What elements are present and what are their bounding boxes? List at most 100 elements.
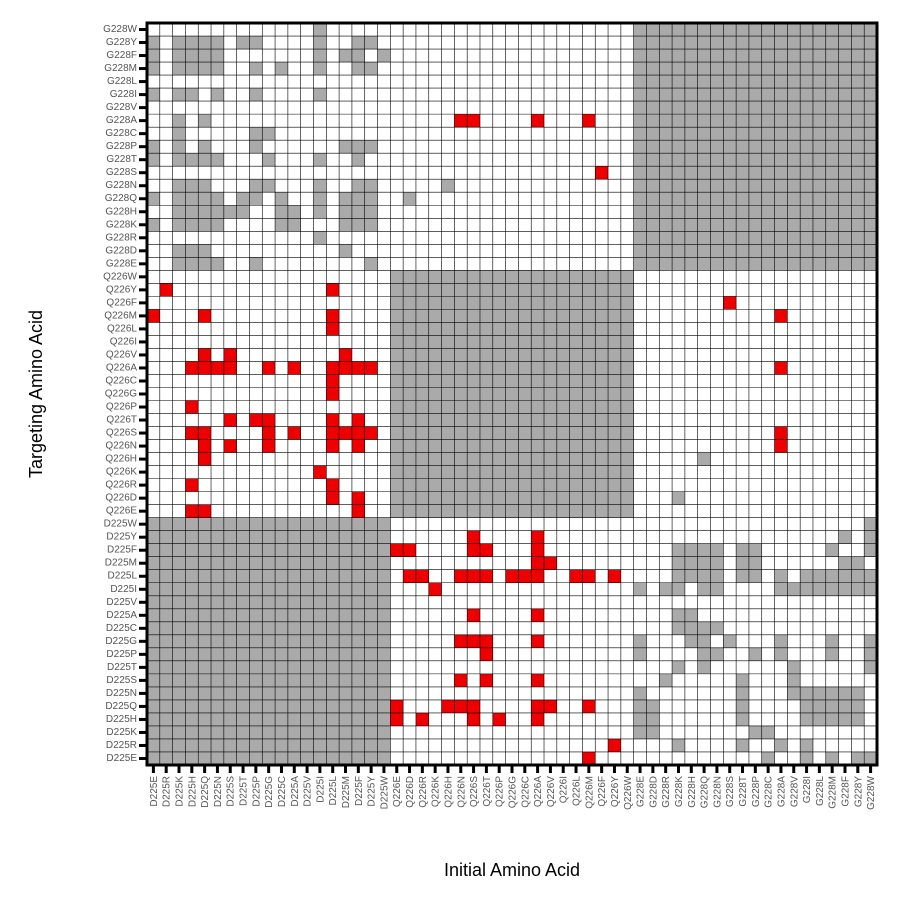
heatmap-cell-na xyxy=(364,140,378,154)
heatmap-cell-na xyxy=(287,543,301,557)
heatmap-cell-na xyxy=(748,647,762,661)
heatmap-cell-empty xyxy=(275,374,288,388)
heatmap-cell-empty xyxy=(428,101,442,115)
heatmap-cell-empty xyxy=(479,530,493,544)
heatmap-cell-empty xyxy=(620,738,634,753)
heatmap-cell-empty xyxy=(147,426,160,440)
heatmap-cell-empty xyxy=(428,647,442,661)
heatmap-cell-na xyxy=(787,140,801,154)
heatmap-cell-empty xyxy=(505,218,519,232)
heatmap-cell-empty xyxy=(492,218,506,232)
heatmap-cell-na xyxy=(864,205,878,219)
heatmap-cell-na xyxy=(467,478,481,492)
heatmap-cell-empty xyxy=(147,179,160,193)
heatmap-cell-na xyxy=(441,374,455,388)
heatmap-cell-empty xyxy=(454,23,468,37)
heatmap-cell-na xyxy=(608,270,621,284)
heatmap-cell-na xyxy=(812,153,826,167)
heatmap-cell-empty xyxy=(544,23,557,37)
heatmap-cell-na xyxy=(723,192,737,206)
heatmap-cell-empty xyxy=(479,621,493,635)
heatmap-cell-na xyxy=(608,504,621,518)
heatmap-cell-empty xyxy=(556,153,570,167)
heatmap-cell-empty xyxy=(147,439,160,453)
heatmap-cell-empty xyxy=(441,244,455,258)
heatmap-cell-empty xyxy=(723,543,737,557)
heatmap-cell-empty xyxy=(659,465,673,479)
heatmap-cell-empty xyxy=(172,101,186,115)
heatmap-cell-empty xyxy=(364,335,378,349)
heatmap-cell-empty xyxy=(415,205,429,219)
heatmap-cell-empty xyxy=(582,153,596,167)
heatmap-cell-empty xyxy=(223,309,237,323)
y-tick-label: Q226F xyxy=(106,297,137,308)
heatmap-cell-empty xyxy=(390,101,404,115)
heatmap-cell-na xyxy=(697,452,711,466)
heatmap-cell-empty xyxy=(736,439,749,453)
heatmap-cell-empty xyxy=(531,244,545,258)
heatmap-cell-na xyxy=(544,374,557,388)
heatmap-cell-empty xyxy=(351,335,365,349)
heatmap-cell-empty xyxy=(147,127,160,141)
heatmap-cell-empty xyxy=(787,387,801,401)
heatmap-cell-empty xyxy=(723,322,737,336)
heatmap-cell-empty xyxy=(428,634,442,648)
heatmap-cell-na xyxy=(441,348,455,362)
heatmap-cell-empty xyxy=(595,543,609,557)
heatmap-cell-na xyxy=(518,426,532,440)
heatmap-cell-na xyxy=(748,114,762,128)
heatmap-cell-empty xyxy=(812,543,826,557)
heatmap-cell-na xyxy=(864,660,878,674)
heatmap-cell-empty xyxy=(518,114,532,128)
heatmap-cell-empty xyxy=(697,296,711,310)
heatmap-cell-empty xyxy=(159,75,173,89)
heatmap-cell-na xyxy=(313,699,327,713)
heatmap-cell-empty xyxy=(825,491,839,505)
heatmap-cell-empty xyxy=(864,322,878,336)
heatmap-cell-empty xyxy=(556,62,570,76)
heatmap-cell-na xyxy=(646,140,660,154)
heatmap-cell-empty xyxy=(608,543,621,557)
heatmap-cell-empty xyxy=(544,257,557,271)
heatmap-cell-empty xyxy=(736,530,749,544)
heatmap-cell-empty xyxy=(710,673,724,687)
heatmap-cell-empty xyxy=(595,686,609,700)
heatmap-cell-empty xyxy=(761,348,775,362)
heatmap-cell-na xyxy=(851,192,865,206)
heatmap-cell-empty xyxy=(249,244,263,258)
heatmap-cell-na xyxy=(339,530,352,544)
heatmap-cell-na xyxy=(672,166,685,180)
y-tick-label: Q226W xyxy=(103,271,137,282)
heatmap-cell-na xyxy=(633,88,647,102)
heatmap-cell-na xyxy=(185,582,199,596)
heatmap-cell-empty xyxy=(147,23,160,37)
heatmap-cell-na xyxy=(736,75,749,89)
heatmap-cell-na xyxy=(185,543,199,557)
heatmap-cell-empty xyxy=(556,595,570,609)
heatmap-cell-na xyxy=(454,322,468,336)
heatmap-cell-empty xyxy=(505,205,519,219)
heatmap-cell-empty xyxy=(723,686,737,700)
heatmap-cell-na xyxy=(364,36,378,50)
heatmap-cell-empty xyxy=(198,127,212,141)
heatmap-cell-empty xyxy=(812,725,826,740)
heatmap-cell-na xyxy=(761,23,775,37)
heatmap-cell-empty xyxy=(774,387,788,401)
heatmap-cell-na xyxy=(198,530,212,544)
heatmap-cell-na xyxy=(185,192,199,206)
heatmap-cell-na xyxy=(185,569,199,583)
heatmap-cell-empty xyxy=(851,478,865,492)
heatmap-cell-na xyxy=(262,608,276,622)
heatmap-cell-empty xyxy=(223,101,237,115)
y-tick-label: G228V xyxy=(106,102,137,113)
heatmap-cell-empty xyxy=(556,23,570,37)
heatmap-cell-na xyxy=(518,296,532,310)
heatmap-cell-na xyxy=(684,114,698,128)
heatmap-cell-na xyxy=(518,374,532,388)
heatmap-cell-empty xyxy=(300,218,314,232)
heatmap-cell-empty xyxy=(454,231,468,245)
heatmap-cell-empty xyxy=(159,153,173,167)
heatmap-cell-empty xyxy=(774,712,788,726)
heatmap-cell-na xyxy=(864,23,878,37)
heatmap-cell-na xyxy=(479,465,493,479)
